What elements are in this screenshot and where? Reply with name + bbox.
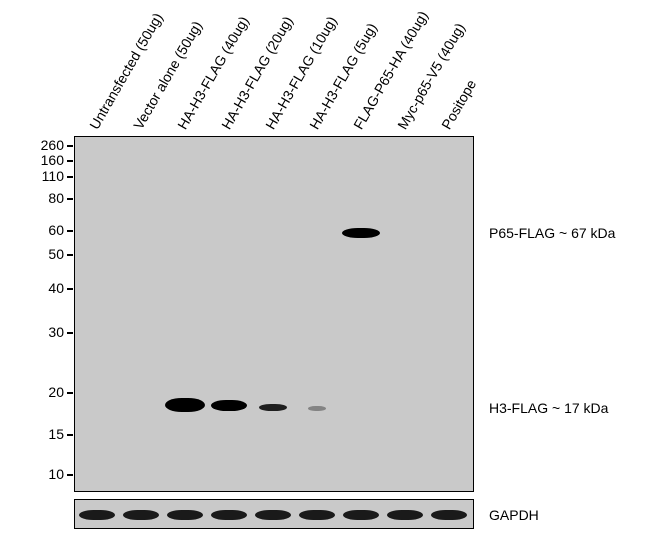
marker-tick [67,332,73,334]
marker-tick [67,160,73,162]
band-annotation: P65-FLAG ~ 67 kDa [489,225,615,241]
marker-tick [67,230,73,232]
marker-tick [67,254,73,256]
marker-label: 110 [29,168,64,184]
marker-tick [67,434,73,436]
loading-band [79,510,115,520]
loading-band [123,510,159,520]
blot-band [342,228,380,238]
band-annotation: H3-FLAG ~ 17 kDa [489,400,608,416]
figure-container: Untransfected (50ug) Vector alone (50ug)… [0,0,650,554]
marker-tick [67,145,73,147]
blot-band [259,404,287,411]
loading-band [387,510,423,520]
marker-label: 160 [29,152,64,168]
lane-label: Positope [438,77,479,132]
marker-label: 50 [29,246,64,262]
marker-label: 20 [29,384,64,400]
marker-label: 40 [29,280,64,296]
marker-tick [67,288,73,290]
marker-label: 260 [29,137,64,153]
loading-band [167,510,203,520]
marker-tick [67,176,73,178]
loading-band [299,510,335,520]
western-blot-loading [74,499,474,529]
marker-tick [67,198,73,200]
marker-label: 80 [29,190,64,206]
blot-band [308,406,326,411]
marker-label: 60 [29,222,64,238]
marker-label: 10 [29,466,64,482]
marker-label: 30 [29,324,64,340]
band-annotation: GAPDH [489,507,539,523]
western-blot-main [74,136,474,492]
loading-band [343,510,379,520]
blot-band [211,400,247,411]
marker-label: 15 [29,426,64,442]
marker-tick [67,392,73,394]
loading-band [255,510,291,520]
blot-band [165,398,205,412]
loading-band [211,510,247,520]
marker-tick [67,474,73,476]
loading-band [431,510,467,520]
